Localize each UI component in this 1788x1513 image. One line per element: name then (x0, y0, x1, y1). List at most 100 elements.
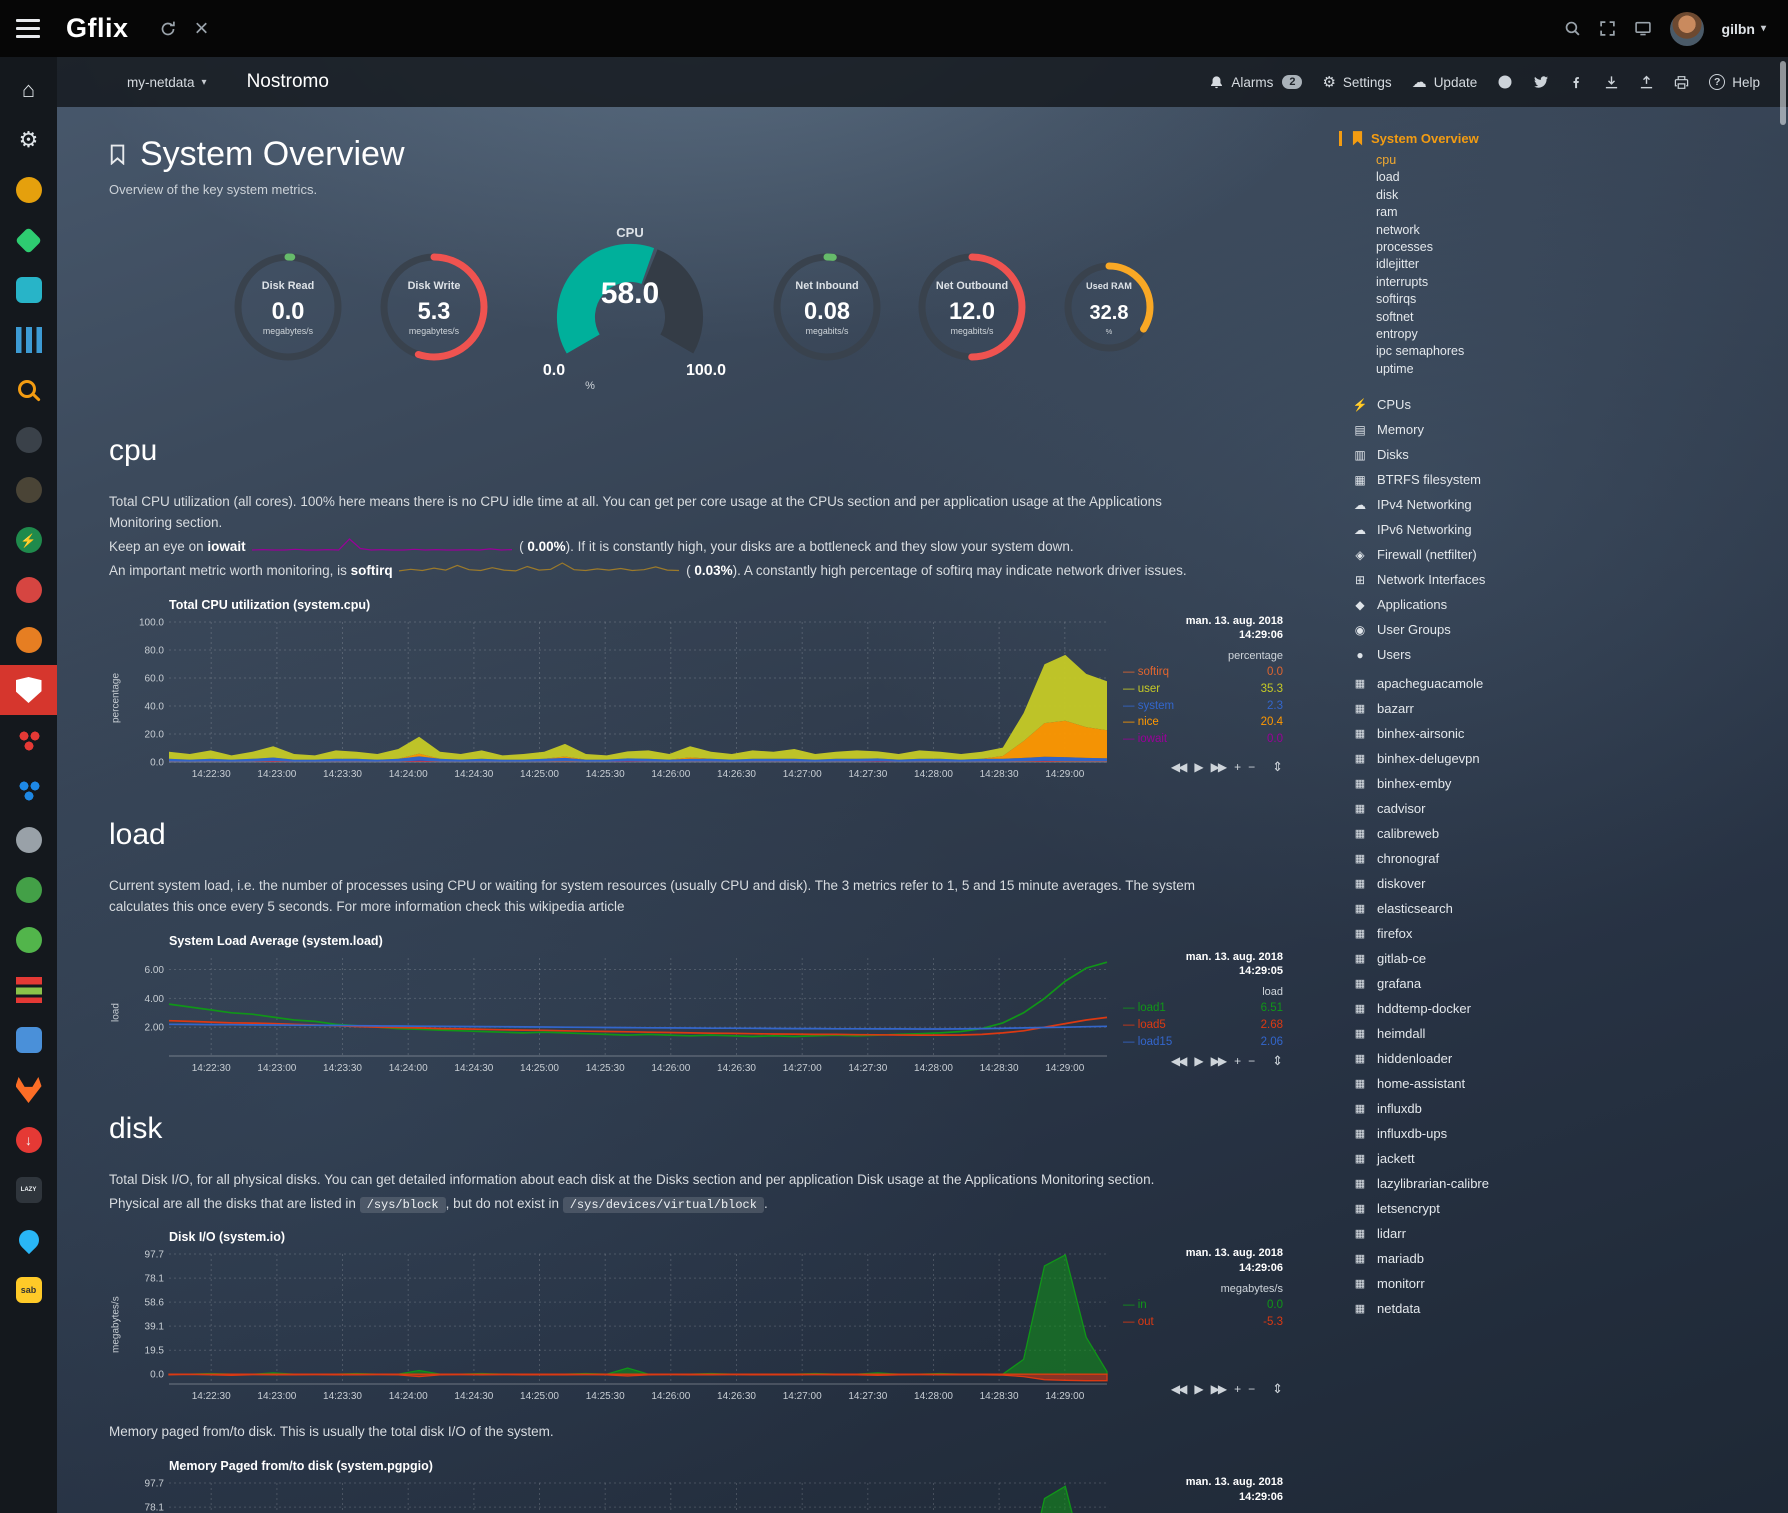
menu-item-interrupts[interactable]: interrupts (1376, 274, 1429, 289)
menu-section-user-groups[interactable]: ◉ User Groups (1352, 617, 1778, 642)
hostname[interactable]: Nostromo (246, 71, 329, 92)
hamburger-menu-icon[interactable] (16, 19, 40, 38)
legend-item-system[interactable]: — system 2.3 (1123, 699, 1283, 712)
menu-app-apacheguacamole[interactable]: ▦ apacheguacamole (1352, 671, 1778, 696)
rail-home[interactable]: ⌂ (0, 65, 57, 115)
menu-section-ipv6-networking[interactable]: ☁ IPv6 Networking (1354, 522, 1472, 538)
chart-zoom-out-button[interactable]: − (1248, 759, 1255, 774)
menu-item-disk[interactable]: disk (1376, 187, 1399, 202)
chart-resize-handle[interactable]: ⇕ (1272, 1052, 1283, 1068)
facebook-icon[interactable] (1569, 75, 1584, 90)
chart-play-button[interactable]: ▶ (1194, 759, 1203, 774)
disk-chart-canvas[interactable]: 0.0 19.5 39.1 58.6 78.1 97.7 14:22:30 14:23:00 1… (123, 1246, 1113, 1404)
menu-item-entropy[interactable]: entropy (1376, 327, 1418, 342)
menu-app-influxdb[interactable]: ▦ influxdb (1352, 1096, 1778, 1121)
github-icon[interactable] (1497, 74, 1513, 90)
settings-button[interactable]: ⚙ Settings (1322, 75, 1391, 90)
menu-app-binhex-delugevpn[interactable]: ▦ binhex-delugevpn (1352, 746, 1778, 771)
menu-app-mariadb[interactable]: ▦ mariadb (1352, 1246, 1778, 1271)
chart-resize-handle[interactable]: ⇕ (1272, 1381, 1283, 1397)
menu-app-bazarr[interactable]: ▦ bazarr (1352, 696, 1778, 721)
menu-item-cpu[interactable]: cpu (1376, 153, 1397, 167)
menu-section-btrfs-filesystem[interactable]: ▦ BTRFS filesystem (1352, 467, 1778, 492)
menu-app-netdata[interactable]: ▦ netdata (1352, 1296, 1778, 1321)
rail-app-gitlab-fox[interactable] (0, 1065, 57, 1115)
menu-app-monitorr[interactable]: ▦ monitorr (1352, 1271, 1778, 1296)
chart-play-button[interactable]: ▶ (1194, 1382, 1203, 1397)
rail-app-teal-tile[interactable] (0, 265, 57, 315)
update-button[interactable]: ☁ Update (1412, 75, 1478, 90)
menu-section-disks[interactable]: ▥ Disks (1352, 442, 1778, 467)
rail-app-red-arrow[interactable]: ↓ (0, 1115, 57, 1165)
menu-app-gitlab-ce[interactable]: ▦ gitlab-ce (1352, 946, 1778, 971)
menu-item-network[interactable]: network (1376, 222, 1420, 237)
wikipedia-link[interactable]: wikipedia article (529, 898, 625, 914)
upload-icon[interactable] (1639, 75, 1654, 90)
chart-zoom-out-button[interactable]: − (1248, 1053, 1255, 1068)
menu-item-ipc-semaphores[interactable]: ipc semaphores (1376, 344, 1465, 359)
rail-app-sab[interactable]: sab (0, 1265, 57, 1315)
legend-item-user[interactable]: — user 35.3 (1123, 683, 1283, 696)
rail-app-red-dots[interactable] (0, 715, 57, 765)
legend-item-load1[interactable]: — load1 6.51 (1123, 1002, 1283, 1015)
gauge-used-ram[interactable]: Used RAM 32.8% (1059, 257, 1159, 362)
menu-app-lazylibrarian-calibre[interactable]: ▦ lazylibrarian-calibre (1352, 1171, 1778, 1196)
menu-item-softnet[interactable]: softnet (1376, 309, 1414, 324)
search-icon[interactable] (1564, 20, 1581, 37)
rail-app-water-drop[interactable] (0, 1215, 57, 1265)
menu-app-chronograf[interactable]: ▦ chronograf (1352, 846, 1778, 871)
menu-app-lidarr[interactable]: ▦ lidarr (1352, 1221, 1778, 1246)
gauge-net-outbound[interactable]: Net Outbound 12.0 megabits/s (913, 248, 1031, 371)
scrollbar-thumb[interactable] (1780, 61, 1786, 125)
legend-item-iowait[interactable]: — iowait 0.0 (1123, 733, 1283, 746)
chart-zoom-out-button[interactable]: − (1248, 1382, 1255, 1397)
rail-app-blue-clouds[interactable] (0, 765, 57, 815)
chart-resize-handle[interactable]: ⇕ (1272, 758, 1283, 774)
load-chart-canvas[interactable]: 2.00 4.00 6.00 14:22:30 14:23:00 14:23:30 14:2… (123, 950, 1113, 1076)
rail-app-green-circle[interactable] (0, 915, 57, 965)
rail-app-dark-gold-circle[interactable] (0, 465, 57, 515)
fullscreen-icon[interactable] (1599, 20, 1616, 37)
user-menu[interactable]: gilbn ▾ (1722, 21, 1766, 37)
menu-app-grafana[interactable]: ▦ grafana (1352, 971, 1778, 996)
chart-pan-right-button[interactable]: ▶▶ (1210, 759, 1228, 774)
chart-zoom-in-button[interactable]: + (1234, 1382, 1241, 1397)
menu-item-softirqs[interactable]: softirqs (1376, 292, 1417, 307)
menu-app-binhex-airsonic[interactable]: ▦ binhex-airsonic (1352, 721, 1778, 746)
rail-app-red-shield[interactable] (0, 665, 57, 715)
chart-pan-left-button[interactable]: ◀◀ (1170, 759, 1188, 774)
legend-item-out[interactable]: — out -5.3 (1123, 1315, 1283, 1328)
cpu-chart-canvas[interactable]: 0.0 20.0 40.0 60.0 80.0 100.0 14:22:30 14:23:00… (123, 614, 1113, 782)
refresh-icon[interactable] (159, 20, 177, 38)
rail-app-green-gem[interactable] (0, 215, 57, 265)
rail-settings[interactable]: ⚙ (0, 115, 57, 165)
rail-app-plex[interactable] (0, 165, 57, 215)
menu-app-binhex-emby[interactable]: ▦ binhex-emby (1352, 771, 1778, 796)
chart-zoom-in-button[interactable]: + (1234, 1053, 1241, 1068)
menu-item-idlejitter[interactable]: idlejitter (1376, 257, 1420, 272)
menu-app-hiddenloader[interactable]: ▦ hiddenloader (1352, 1046, 1778, 1071)
rail-app-lazylibrarian[interactable]: LAZY (0, 1165, 57, 1215)
gauge-cpu[interactable]: CPU 58.0 0.0 100.0% (520, 221, 740, 398)
legend-item-load15[interactable]: — load15 2.06 (1123, 1035, 1283, 1048)
legend-item-in[interactable]: — in 0.0 (1123, 1299, 1283, 1312)
chart-zoom-in-button[interactable]: + (1234, 759, 1241, 774)
menu-app-elasticsearch[interactable]: ▦ elasticsearch (1352, 896, 1778, 921)
user-avatar[interactable] (1669, 11, 1704, 46)
menu-section-users[interactable]: ● Users (1352, 642, 1778, 667)
gauge-disk-read[interactable]: Disk Read 0.0 megabytes/s (229, 248, 347, 371)
rail-app-green-u[interactable] (0, 865, 57, 915)
print-icon[interactable] (1674, 75, 1689, 90)
help-button[interactable]: ? Help (1709, 74, 1760, 90)
chart-pan-right-button[interactable]: ▶▶ (1210, 1382, 1228, 1397)
menu-app-calibreweb[interactable]: ▦ calibreweb (1352, 821, 1778, 846)
menu-app-letsencrypt[interactable]: ▦ letsencrypt (1352, 1196, 1778, 1221)
rail-app-orange-circle[interactable] (0, 615, 57, 665)
close-icon[interactable]: × (194, 14, 209, 42)
menu-system-overview[interactable]: System Overview (1339, 131, 1778, 146)
menu-app-cadvisor[interactable]: ▦ cadvisor (1352, 796, 1778, 821)
chart-pan-left-button[interactable]: ◀◀ (1170, 1382, 1188, 1397)
rail-app-dark-circle[interactable] (0, 415, 57, 465)
menu-app-influxdb-ups[interactable]: ▦ influxdb-ups (1352, 1121, 1778, 1146)
menu-section-applications[interactable]: ◆ Applications (1352, 592, 1778, 617)
